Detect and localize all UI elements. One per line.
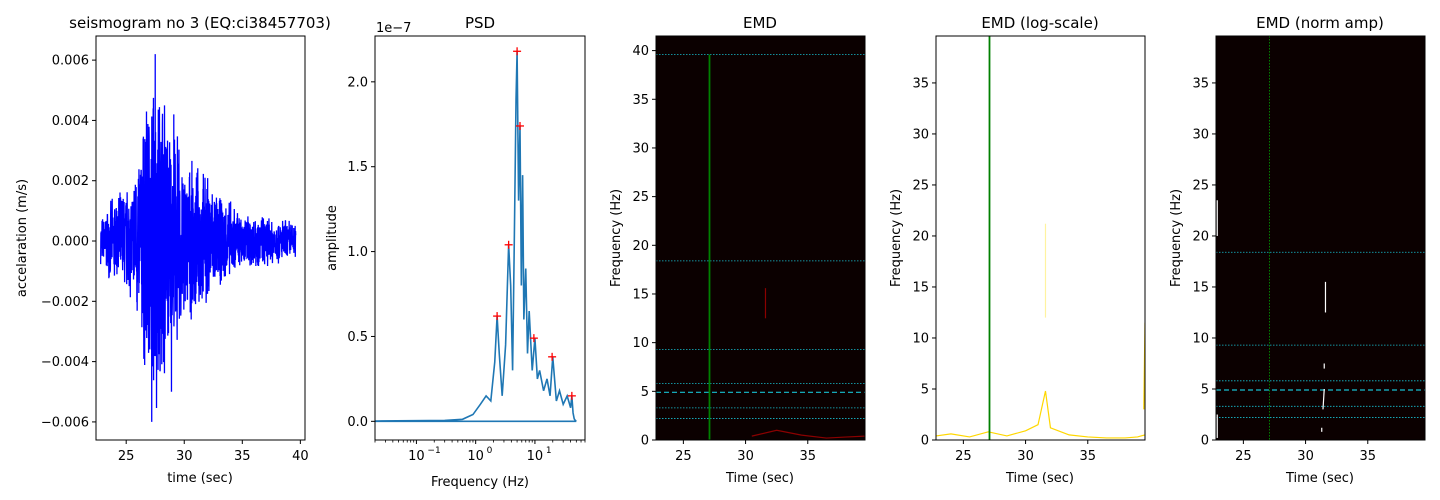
seismogram-title: seismogram no 3 (EQ:ci38457703) [69, 14, 331, 32]
emd-log-ytick-label: 0 [921, 434, 929, 449]
psd-ytick-label: 1.0 [347, 245, 368, 260]
emd-norm-ytick-label: 35 [1192, 76, 1209, 91]
emd-norm-title: EMD (norm amp) [1256, 14, 1384, 32]
seismogram-ytick-label: 0.002 [52, 174, 89, 189]
emd-ytick-label: 30 [632, 141, 649, 156]
emd-log-xtick-label: 30 [1017, 449, 1034, 464]
emd-norm-ytick-label: 10 [1192, 331, 1209, 346]
emd-log-xlabel: Time (sec) [1005, 471, 1074, 486]
emd-log-title: EMD (log-scale) [981, 14, 1098, 32]
seismogram-ylabel: accelaration (m/s) [15, 179, 30, 297]
psd-xtick-exponent: −1 [427, 446, 440, 456]
psd-line [375, 51, 577, 422]
seismogram-xtick-label: 25 [118, 449, 135, 464]
emd-ytick-label: 40 [632, 44, 649, 59]
psd-peak-marker [548, 352, 557, 361]
psd-ytick-label: 0.0 [347, 415, 368, 430]
emd-ylabel: Frequency (Hz) [609, 189, 624, 287]
emd-norm-ytick-label: 30 [1192, 127, 1209, 142]
psd-ytick-label: 2.0 [347, 75, 368, 90]
emd-norm-xtick-label: 35 [1360, 449, 1377, 464]
seismogram-ytick-label: −0.004 [41, 355, 89, 370]
psd-xtick-exponent: 1 [546, 446, 552, 456]
emd-norm-xtick-label: 30 [1297, 449, 1314, 464]
emd-log-background [936, 36, 1145, 440]
psd-peak-marker [567, 391, 576, 400]
emd-xtick-label: 25 [675, 449, 692, 464]
emd-ytick-label: 25 [632, 190, 649, 205]
emd-xlabel: Time (sec) [725, 471, 794, 486]
emd-norm-xtick-label: 25 [1235, 449, 1252, 464]
psd-peak-marker [493, 312, 502, 321]
psd-offset-text: 1e−7 [376, 21, 411, 36]
emd-ytick-label: 35 [632, 93, 649, 108]
seismogram-xtick-label: 35 [234, 449, 251, 464]
emd-norm-ylabel: Frequency (Hz) [1169, 189, 1184, 287]
psd-ytick-label: 0.5 [347, 330, 368, 345]
emd-log-ytick-label: 30 [912, 127, 929, 142]
psd-peak-marker [504, 240, 513, 249]
emd-ytick-label: 0 [641, 434, 649, 449]
emd-log-xtick-label: 35 [1080, 449, 1097, 464]
seismogram-xlabel: time (sec) [167, 471, 233, 486]
emd-log-ytick-label: 5 [921, 382, 929, 397]
emd-energy-trace [751, 429, 865, 439]
emd-norm-ytick-label: 20 [1192, 229, 1209, 244]
psd-xtick-label: 10 [467, 449, 484, 464]
emd-ytick-label: 5 [641, 385, 649, 400]
emd-norm-ytick-label: 5 [1201, 382, 1209, 397]
psd-ytick-label: 1.5 [347, 160, 368, 175]
emd-log-energy-trace [936, 390, 1145, 439]
seismogram-panel: seismogram no 3 (EQ:ci38457703) time (se… [15, 14, 331, 486]
seismogram-xtick-label: 40 [292, 449, 309, 464]
emd-log-xtick-label: 25 [955, 449, 972, 464]
seismogram-ytick-label: −0.002 [41, 295, 89, 310]
emd-log-ytick-label: 10 [912, 331, 929, 346]
emd-log-ytick-label: 25 [912, 178, 929, 193]
emd-log-ytick-label: 35 [912, 76, 929, 91]
psd-panel: PSD Frequency (Hz) amplitude 1e−7 10 −1 10… [325, 14, 586, 490]
psd-xtick-label: 10 [527, 449, 544, 464]
emd-axes-frame [655, 35, 866, 441]
emd-xtick-label: 35 [800, 449, 817, 464]
emd-ytick-label: 15 [632, 287, 649, 302]
emd-norm-ytick-label: 15 [1192, 280, 1209, 295]
emd-norm-ytick-label: 25 [1192, 178, 1209, 193]
seismogram-ytick-label: 0.006 [52, 54, 89, 69]
seismogram-ytick-label: 0.004 [52, 114, 89, 129]
psd-peak-marker [516, 121, 525, 130]
seismogram-trace [99, 54, 297, 422]
psd-title: PSD [465, 14, 495, 32]
emd-xtick-label: 30 [737, 449, 754, 464]
emd-norm-energy-trace [1322, 388, 1325, 410]
emd-norm-xlabel: Time (sec) [1285, 471, 1354, 486]
seismogram-xtick-label: 30 [176, 449, 193, 464]
emd-log-ytick-label: 15 [912, 280, 929, 295]
emd-log-axes-frame [935, 35, 1146, 441]
emd-ytick-label: 20 [632, 239, 649, 254]
emd-title: EMD [743, 14, 777, 32]
emd-norm-axes-frame [1215, 35, 1426, 441]
emd-norm-panel: EMD (norm amp) Time (sec) Frequency (Hz)… [1169, 14, 1426, 486]
emd-log-ylabel: Frequency (Hz) [889, 189, 904, 287]
emd-ytick-label: 10 [632, 336, 649, 351]
seismogram-ytick-label: −0.006 [41, 415, 89, 430]
psd-xlabel: Frequency (Hz) [431, 475, 529, 490]
emd-norm-ytick-label: 0 [1201, 434, 1209, 449]
psd-xtick-exponent: 0 [487, 446, 493, 456]
emd-norm-background [1216, 36, 1425, 440]
psd-axes-frame [374, 35, 586, 441]
seismogram-ytick-label: 0.000 [52, 235, 89, 250]
emd-background [656, 36, 865, 440]
emd-log-ytick-label: 20 [912, 229, 929, 244]
seismogram-axes-frame [95, 35, 306, 441]
psd-ylabel: amplitude [325, 205, 340, 271]
emd-panel: EMD Time (sec) Frequency (Hz) 25 30 35 0 5 10… [609, 14, 866, 486]
psd-xtick-label: 10 [408, 449, 425, 464]
emd-log-panel: EMD (log-scale) Time (sec) Frequency (Hz… [889, 14, 1146, 486]
psd-peak-marker [513, 47, 522, 56]
psd-peak-marker [529, 334, 538, 343]
